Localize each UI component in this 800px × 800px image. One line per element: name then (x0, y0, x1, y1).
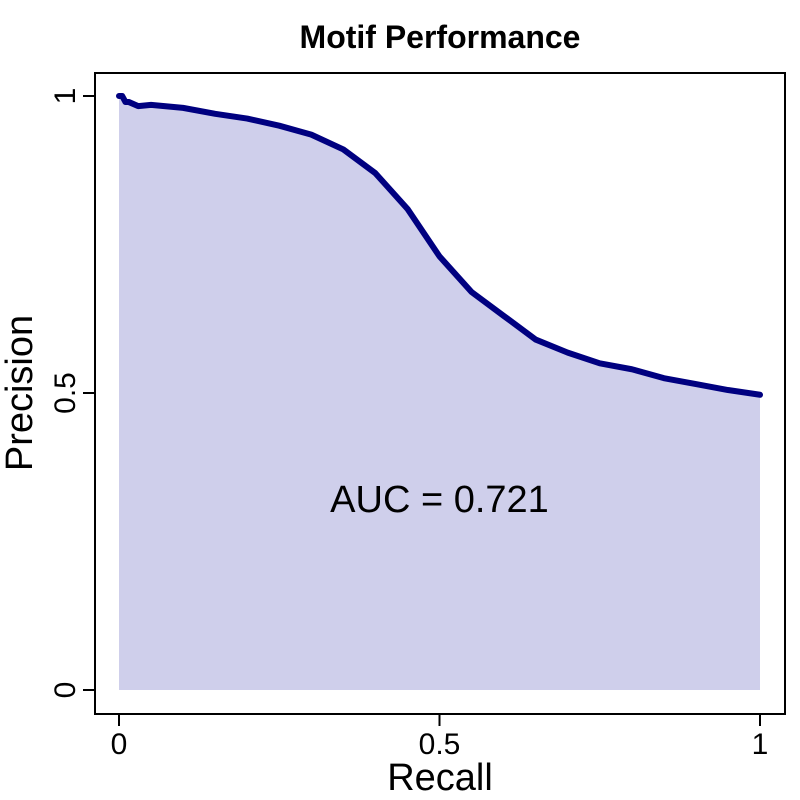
y-tick-label: 1 (49, 88, 82, 105)
y-tick-label: 0.5 (49, 372, 82, 414)
chart-title: Motif Performance (300, 19, 581, 55)
x-tick-label: 0 (111, 728, 128, 761)
x-tick-label: 0.5 (419, 728, 461, 761)
x-axis: 0 0.5 1 (111, 714, 769, 761)
x-axis-label: Recall (387, 757, 493, 799)
auc-annotation: AUC = 0.721 (330, 479, 549, 521)
y-axis: 00.51 (49, 88, 95, 699)
x-tick-label: 1 (752, 728, 769, 761)
y-tick-label: 0 (49, 682, 82, 699)
precision-recall-curve (116, 93, 763, 398)
area-fill (119, 96, 760, 690)
plot-area (116, 93, 763, 690)
y-axis-label: Precision (0, 315, 41, 471)
